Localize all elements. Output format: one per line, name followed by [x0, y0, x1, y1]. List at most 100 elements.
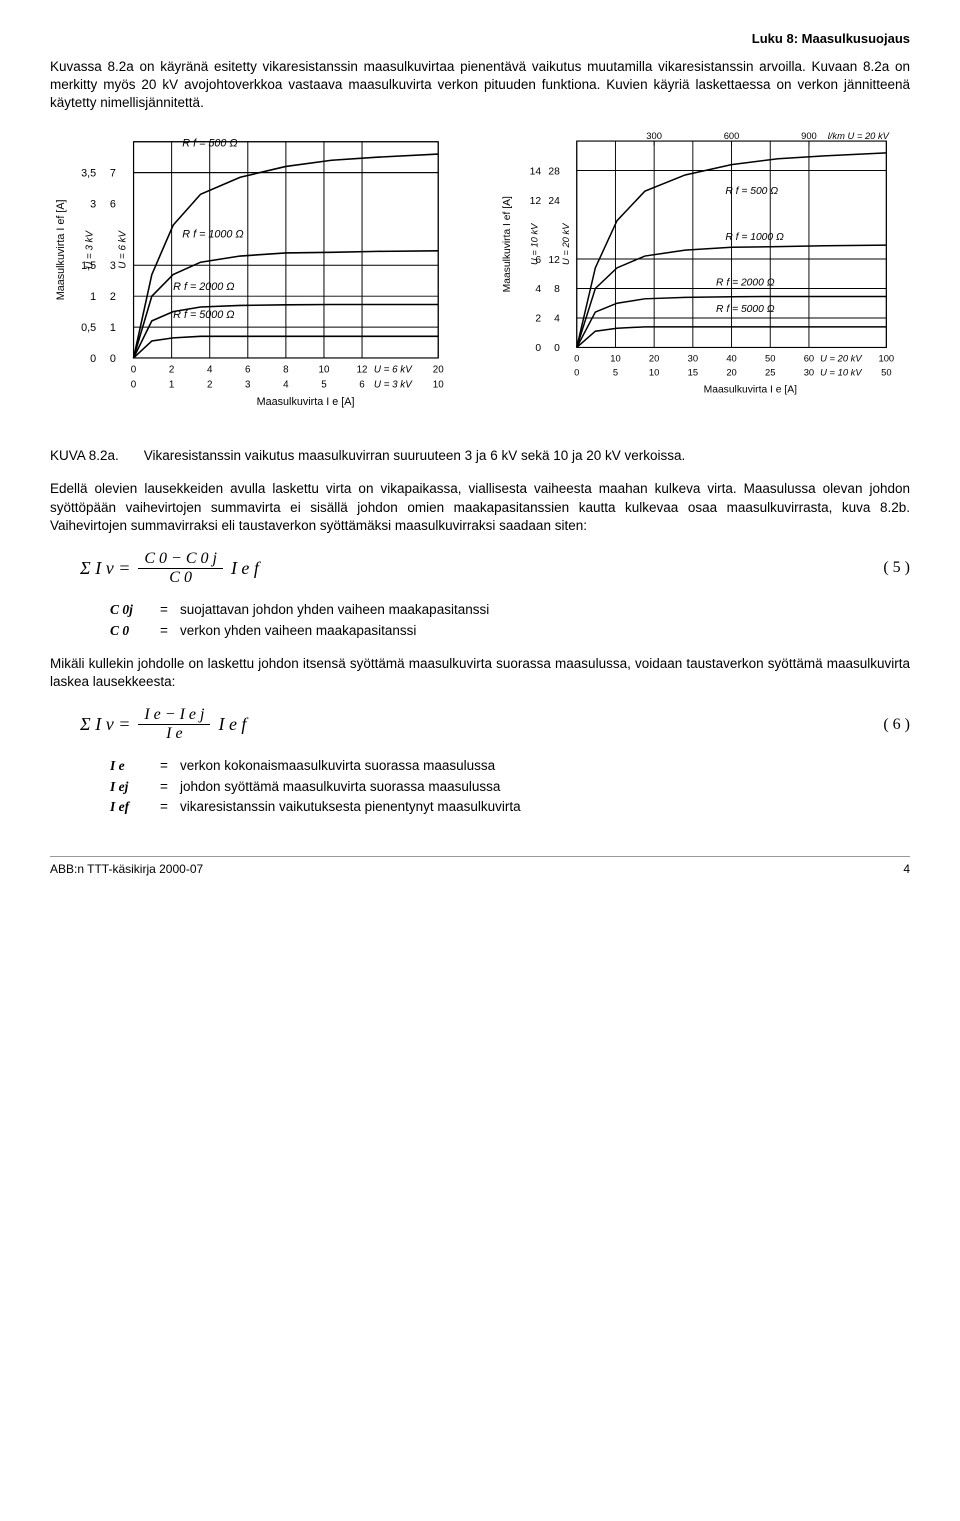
- svg-text:10: 10: [319, 365, 330, 376]
- def-equals: =: [160, 601, 180, 619]
- svg-text:12: 12: [530, 196, 542, 207]
- eq6-number: ( 6 ): [883, 714, 910, 736]
- svg-text:0: 0: [131, 365, 137, 376]
- svg-text:Maasulkuvirta I e [A]: Maasulkuvirta I e [A]: [257, 396, 355, 408]
- svg-text:3: 3: [110, 260, 116, 272]
- paragraph-2: Edellä olevien lausekkeiden avulla laske…: [50, 480, 910, 535]
- svg-text:U = 10 kV: U = 10 kV: [530, 223, 540, 265]
- def-text: verkon yhden vaiheen maakapasitanssi: [180, 622, 910, 640]
- svg-text:0: 0: [90, 353, 96, 365]
- svg-text:30: 30: [804, 368, 814, 378]
- definition-row: I ef=vikaresistanssin vaikutuksesta pien…: [110, 798, 910, 816]
- svg-text:2: 2: [207, 380, 212, 391]
- page-footer: ABB:n TTT-käsikirja 2000-07 4: [50, 856, 910, 877]
- svg-text:4: 4: [554, 314, 560, 325]
- svg-text:60: 60: [804, 354, 814, 364]
- def-symbol: C 0: [110, 622, 160, 640]
- svg-text:1: 1: [110, 322, 116, 334]
- def-symbol: I ef: [110, 798, 160, 816]
- eq6-rhs: I e f: [218, 712, 246, 736]
- definitions-eq6: I e=verkon kokonaismaasulkuvirta suorass…: [110, 757, 910, 816]
- svg-text:4: 4: [536, 284, 542, 295]
- svg-text:24: 24: [549, 196, 561, 207]
- eq5-fraction: C 0 − C 0 j C 0: [138, 550, 223, 586]
- svg-text:2: 2: [169, 365, 174, 376]
- svg-text:R f = 2000 Ω: R f = 2000 Ω: [173, 281, 234, 293]
- footer-right: 4: [903, 861, 910, 877]
- svg-text:900: 900: [801, 131, 817, 141]
- definition-row: I ej=johdon syöttämä maasulkuvirta suora…: [110, 778, 910, 796]
- def-text: verkon kokonaismaasulkuvirta suorassa ma…: [180, 757, 910, 775]
- svg-text:15: 15: [688, 368, 698, 378]
- chart-right: R f = 500 ΩR f = 1000 ΩR f = 2000 ΩR f =…: [497, 127, 910, 427]
- def-symbol: I e: [110, 757, 160, 775]
- definition-row: C 0j=suojattavan johdon yhden vaiheen ma…: [110, 601, 910, 619]
- svg-text:10: 10: [610, 354, 620, 364]
- def-equals: =: [160, 798, 180, 816]
- def-equals: =: [160, 757, 180, 775]
- svg-text:Maasulkuvirta I ef [A]: Maasulkuvirta I ef [A]: [502, 196, 513, 292]
- def-text: vikaresistanssin vaikutuksesta pienentyn…: [180, 798, 910, 816]
- svg-text:2: 2: [110, 291, 116, 303]
- svg-text:U = 20 kV: U = 20 kV: [820, 354, 862, 364]
- svg-text:U = 10 kV: U = 10 kV: [820, 368, 862, 378]
- svg-text:50: 50: [765, 354, 775, 364]
- svg-text:25: 25: [765, 368, 775, 378]
- paragraph-3: Mikäli kullekin johdolle on laskettu joh…: [50, 655, 910, 691]
- svg-text:8: 8: [554, 284, 560, 295]
- svg-text:0: 0: [574, 354, 579, 364]
- chart-row: R f = 500 Ω R f = 1000 Ω R f = 2000 Ω R f =…: [50, 127, 910, 427]
- svg-text:10: 10: [649, 368, 659, 378]
- svg-text:600: 600: [724, 131, 740, 141]
- eq5-number: ( 5 ): [883, 557, 910, 579]
- svg-text:12: 12: [549, 255, 561, 266]
- chapter-header: Luku 8: Maasulkusuojaus: [50, 30, 910, 48]
- svg-text:40: 40: [727, 354, 737, 364]
- svg-text:0: 0: [574, 368, 579, 378]
- svg-text:4: 4: [207, 365, 213, 376]
- caption-label: KUVA 8.2a.: [50, 447, 140, 465]
- def-equals: =: [160, 778, 180, 796]
- svg-text:R f = 500 Ω: R f = 500 Ω: [726, 186, 779, 197]
- svg-text:6: 6: [110, 199, 116, 211]
- svg-text:10: 10: [433, 380, 444, 391]
- svg-text:R f = 2000 Ω: R f = 2000 Ω: [716, 278, 775, 289]
- svg-text:5: 5: [321, 380, 327, 391]
- svg-text:6: 6: [359, 380, 365, 391]
- paragraph-1: Kuvassa 8.2a on käyränä esitetty vikares…: [50, 58, 910, 113]
- def-symbol: C 0j: [110, 601, 160, 619]
- chart-left: R f = 500 ΩR f = 1000 ΩR f = 2000 ΩR f =…: [50, 127, 463, 427]
- svg-text:R f = 5000 Ω: R f = 5000 Ω: [173, 309, 234, 321]
- svg-text:28: 28: [549, 167, 561, 178]
- svg-text:8: 8: [283, 365, 289, 376]
- figure-caption: KUVA 8.2a. Vikaresistanssin vaikutus maa…: [50, 447, 910, 465]
- svg-text:U = 6 kV: U = 6 kV: [374, 365, 413, 376]
- svg-text:30: 30: [688, 354, 698, 364]
- svg-text:3: 3: [245, 380, 251, 391]
- eq6-fraction: I e − I e j I e: [138, 706, 210, 742]
- svg-text:20: 20: [649, 354, 659, 364]
- svg-text:U = 6 kV: U = 6 kV: [118, 230, 129, 269]
- definition-row: C 0=verkon yhden vaiheen maakapasitanssi: [110, 622, 910, 640]
- caption-text: Vikaresistanssin vaikutus maasulkuvirran…: [144, 447, 904, 465]
- svg-text:4: 4: [283, 380, 289, 391]
- svg-text:300: 300: [647, 131, 663, 141]
- svg-text:U = 3 kV: U = 3 kV: [84, 230, 95, 269]
- svg-text:0: 0: [131, 380, 137, 391]
- def-equals: =: [160, 622, 180, 640]
- svg-text:5: 5: [613, 368, 618, 378]
- svg-text:12: 12: [357, 365, 368, 376]
- def-text: suojattavan johdon yhden vaiheen maakapa…: [180, 601, 910, 619]
- svg-text:50: 50: [881, 368, 891, 378]
- svg-text:l/km U = 20 kV: l/km U = 20 kV: [828, 131, 890, 141]
- def-symbol: I ej: [110, 778, 160, 796]
- svg-text:20: 20: [727, 368, 737, 378]
- svg-text:1: 1: [90, 291, 96, 303]
- svg-text:Maasulkuvirta I e [A]: Maasulkuvirta I e [A]: [704, 385, 797, 396]
- eq5-rhs: I e f: [231, 556, 259, 580]
- svg-text:R f = 1000 Ω: R f = 1000 Ω: [726, 232, 785, 243]
- svg-text:U = 20 kV: U = 20 kV: [561, 223, 571, 265]
- svg-text:Maasulkuvirta I ef [A]: Maasulkuvirta I ef [A]: [55, 200, 67, 301]
- svg-text:100: 100: [879, 354, 895, 364]
- equation-5: Σ I v = C 0 − C 0 j C 0 I e f ( 5 ): [50, 550, 910, 586]
